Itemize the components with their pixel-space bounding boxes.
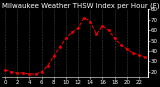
Text: Milwaukee Weather THSW Index per Hour (F) (Last 24 Hours): Milwaukee Weather THSW Index per Hour (F…	[2, 2, 160, 9]
